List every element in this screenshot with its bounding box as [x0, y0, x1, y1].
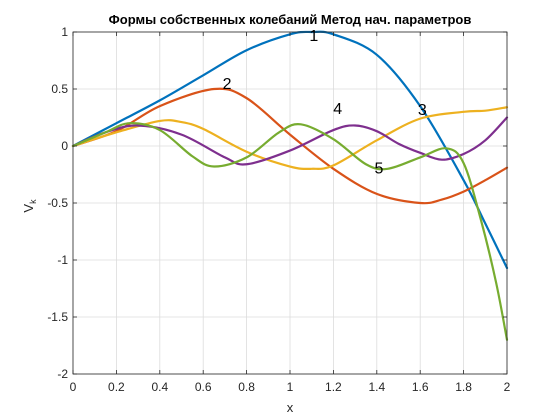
- x-tick-label: 0: [70, 380, 77, 394]
- series-line-5: [71, 122, 509, 341]
- y-axis-label-base: V: [21, 204, 36, 213]
- mode-label-4: 4: [333, 101, 342, 118]
- mode-label-1: 1: [309, 28, 318, 45]
- y-tick-label: 0: [61, 139, 68, 153]
- y-tick-label: -2: [57, 367, 68, 381]
- tick-labels: 0 0.2 0.4 0.6 0.8 1 1.2 1.4 1.6 1.8 2 -2 -1.5 -1 -0.5 0…: [47, 25, 510, 394]
- y-tick-label: -0.5: [47, 196, 68, 210]
- x-tick-label: 1.4: [368, 380, 385, 394]
- series-line-3: [71, 106, 509, 171]
- x-tick-label: 2: [504, 380, 511, 394]
- series-line-2: [71, 87, 509, 205]
- chart-title: Формы собственных колебаний Метод нач. п…: [109, 12, 472, 27]
- y-tick-label: -1.5: [47, 310, 68, 324]
- mode-label-2: 2: [223, 76, 232, 93]
- series-line-4: [71, 116, 509, 166]
- x-tick-label: 1.6: [412, 380, 429, 394]
- x-tick-label: 1.2: [325, 380, 342, 394]
- y-tick-label: 1: [61, 25, 68, 39]
- y-tick-label: 0.5: [51, 82, 68, 96]
- x-tick-label: 1.8: [455, 380, 472, 394]
- x-tick-label: 0.8: [238, 380, 255, 394]
- x-tick-label: 0.4: [151, 380, 168, 394]
- x-tick-label: 0.6: [195, 380, 212, 394]
- mode-label-5: 5: [375, 160, 384, 177]
- y-tick-label: -1: [57, 253, 68, 267]
- y-axis-label-subscript: k: [28, 199, 38, 204]
- mode-label-3: 3: [418, 102, 427, 119]
- x-axis-label: x: [287, 400, 294, 415]
- tick-marks: [72, 31, 508, 375]
- y-axis-label: Vk: [21, 199, 38, 213]
- x-tick-label: 1: [287, 380, 294, 394]
- annotations: 1 2 3 4 5: [223, 28, 427, 177]
- x-tick-label: 0.2: [108, 380, 125, 394]
